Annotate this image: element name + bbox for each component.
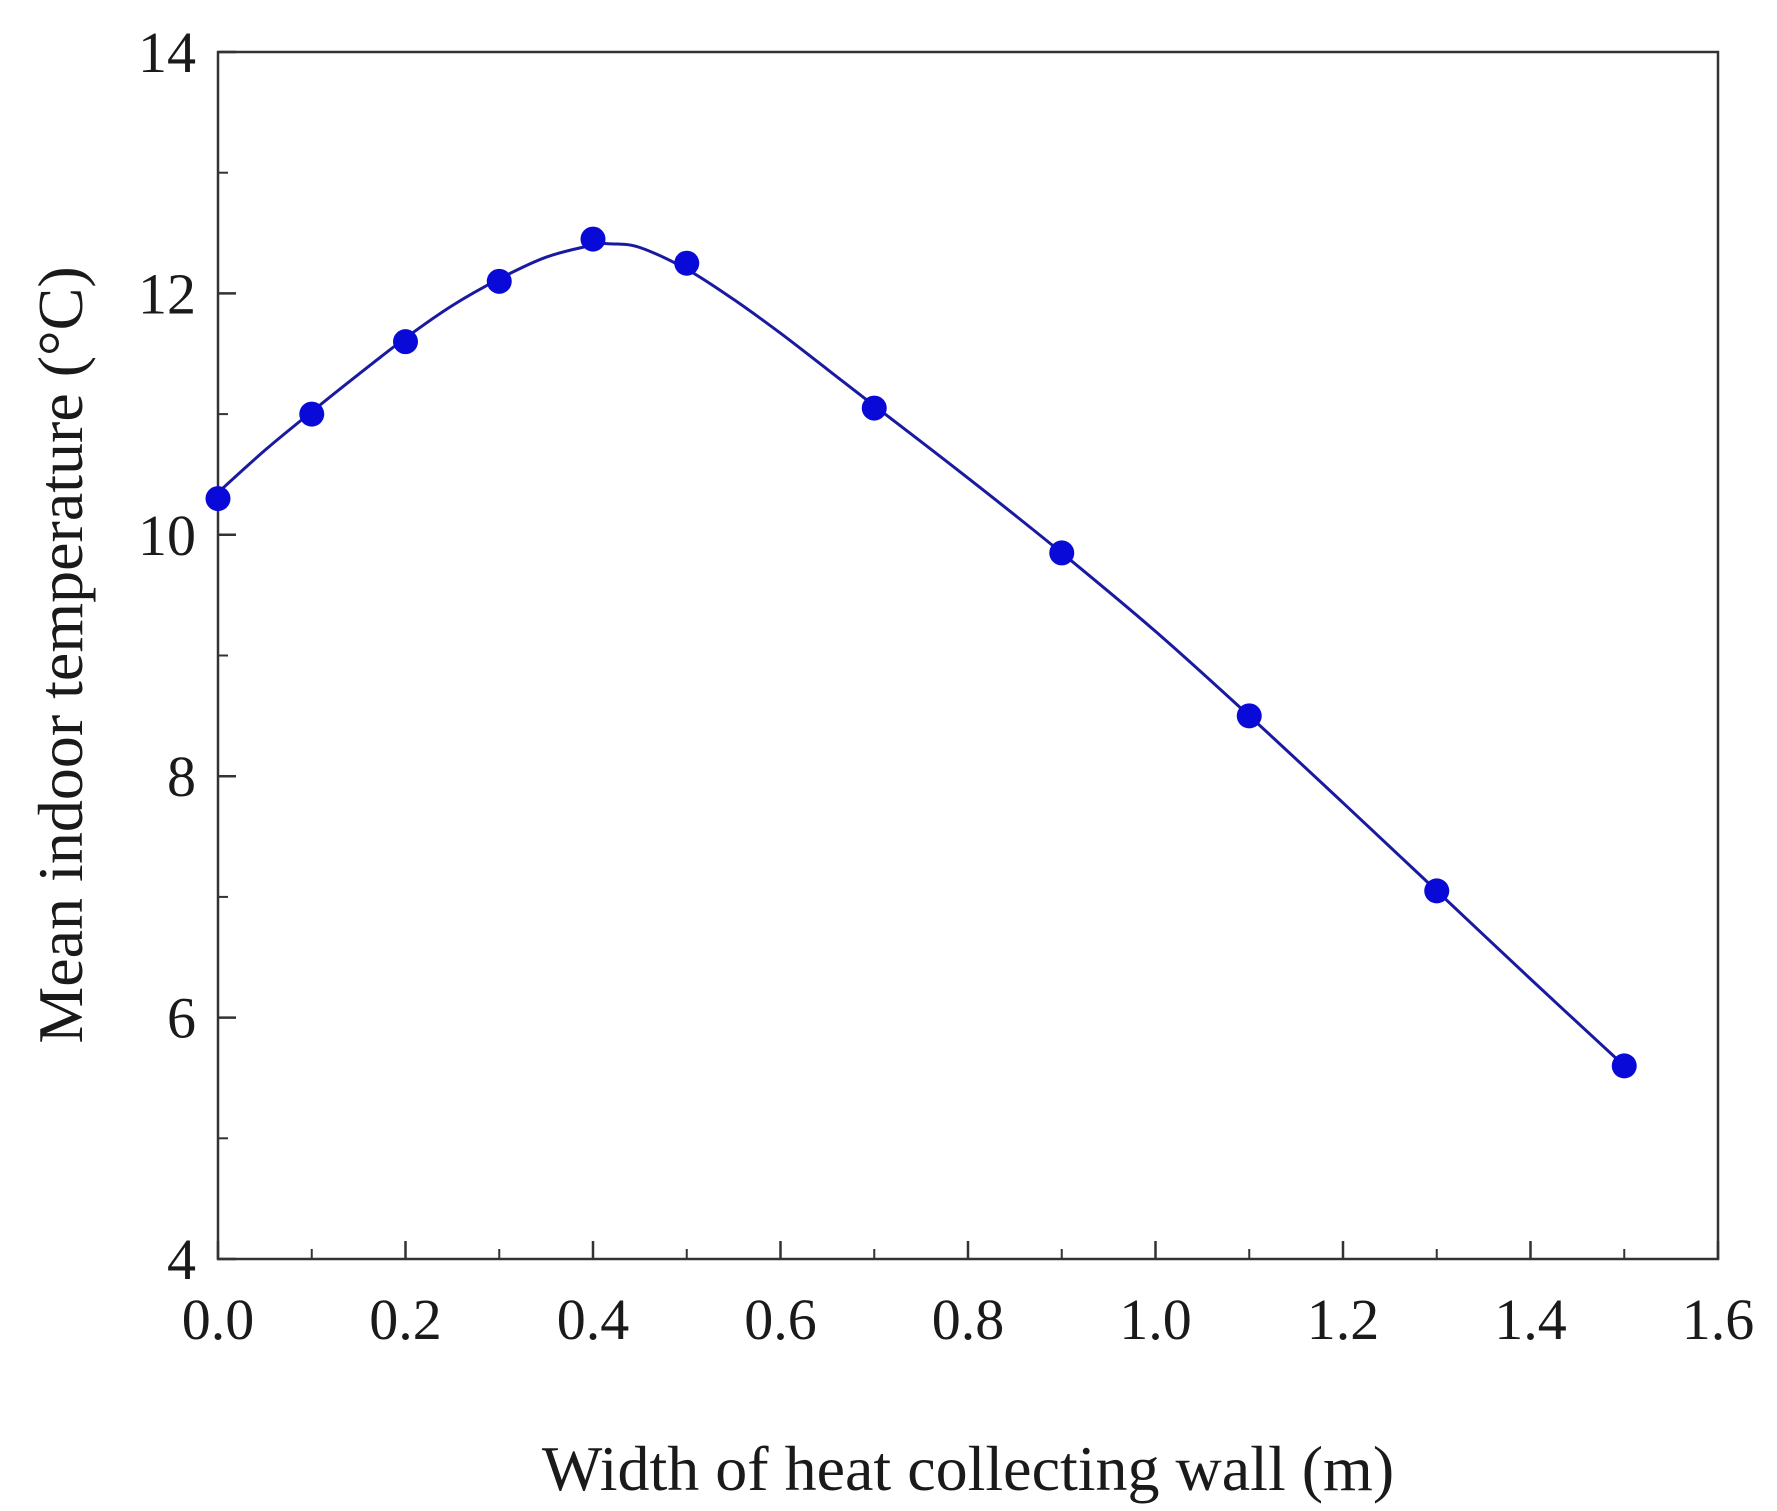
x-tick-label: 1.4 bbox=[1494, 1287, 1567, 1352]
x-tick-label: 1.6 bbox=[1682, 1287, 1755, 1352]
data-point bbox=[861, 395, 887, 421]
x-tick-label: 0.6 bbox=[744, 1287, 817, 1352]
y-tick-label: 4 bbox=[167, 1227, 196, 1292]
data-point bbox=[674, 250, 700, 276]
y-axis-ticks: 4 6 8 10 12 14 bbox=[138, 20, 236, 1292]
fit-curve-line bbox=[216, 242, 1626, 1068]
x-axis-ticks: 0.0 0.2 0.4 0.6 0.8 1.0 1.2 1.4 1.6 bbox=[182, 1241, 1755, 1352]
plot-frame bbox=[216, 50, 1720, 1261]
data-point bbox=[299, 401, 325, 427]
y-axis-title: Mean indoor temperature (°C) bbox=[25, 266, 96, 1043]
x-tick-label: 1.0 bbox=[1119, 1287, 1192, 1352]
x-axis-title: Width of heat collecting wall (m) bbox=[542, 1433, 1394, 1504]
series-layer bbox=[205, 226, 1637, 1079]
y-tick-label: 10 bbox=[138, 503, 196, 568]
x-tick-label: 0.8 bbox=[932, 1287, 1005, 1352]
data-point bbox=[1049, 540, 1075, 566]
y-tick-label: 8 bbox=[167, 744, 196, 809]
data-point bbox=[486, 268, 512, 294]
y-tick-label: 6 bbox=[167, 986, 196, 1051]
y-tick-label: 14 bbox=[138, 20, 196, 85]
x-tick-label: 0.4 bbox=[557, 1287, 630, 1352]
data-point bbox=[1611, 1053, 1637, 1079]
x-tick-label: 0.2 bbox=[369, 1287, 442, 1352]
x-tick-label: 0.0 bbox=[182, 1287, 255, 1352]
data-point bbox=[1236, 703, 1262, 729]
y-tick-label: 12 bbox=[138, 261, 196, 326]
data-point bbox=[393, 329, 418, 355]
x-tick-label: 1.2 bbox=[1307, 1287, 1380, 1352]
data-point bbox=[580, 226, 606, 252]
data-point bbox=[1424, 878, 1450, 904]
data-point bbox=[205, 486, 231, 512]
